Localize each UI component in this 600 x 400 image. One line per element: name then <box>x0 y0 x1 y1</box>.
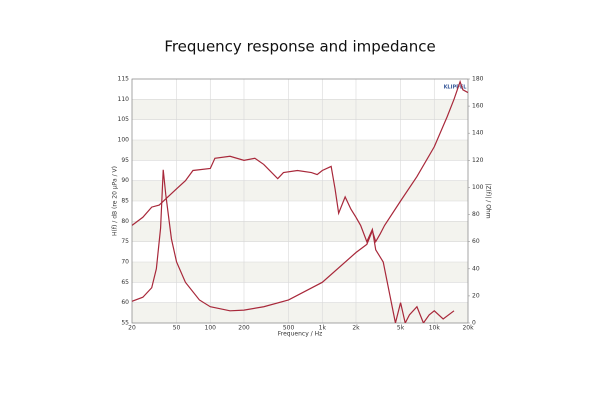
y2-tick-label: 80 <box>472 211 480 218</box>
x-tick-label: 5k <box>397 325 405 332</box>
y-tick-label: 110 <box>118 96 130 103</box>
x-tick-label: 200 <box>238 325 250 332</box>
x-tick-label: 1k <box>319 325 327 332</box>
band <box>132 221 468 242</box>
plot-border <box>131 78 469 324</box>
y-tick-label: 55 <box>121 320 129 327</box>
y2-axis-label: |Z(f)| / Ohm <box>485 183 492 218</box>
y-tick-label: 85 <box>121 198 129 205</box>
y2-tick-label: 180 <box>472 76 484 83</box>
band <box>132 99 468 120</box>
x-tick-label: 500 <box>283 325 295 332</box>
y2-tick-label: 140 <box>472 130 484 137</box>
y-tick-label: 70 <box>121 259 129 266</box>
band <box>132 180 468 201</box>
y2-tick-label: 160 <box>472 103 484 110</box>
y-tick-label: 95 <box>121 157 129 164</box>
series-line <box>132 155 455 323</box>
y-tick-label: 80 <box>121 218 129 225</box>
y-tick-label: 65 <box>121 279 129 286</box>
y-tick-label: 60 <box>121 299 129 306</box>
chart-title: Frequency response and impedance <box>164 38 435 56</box>
y-tick-label: 115 <box>118 76 130 83</box>
y2-tick-label: 40 <box>472 265 480 272</box>
x-tick-label: 20k <box>462 325 474 332</box>
y-tick-label: 100 <box>118 137 130 144</box>
x-tick-label: 2k <box>352 325 360 332</box>
y-tick-label: 75 <box>121 238 129 245</box>
y2-tick-label: 60 <box>472 238 480 245</box>
x-axis-label: Frequency / Hz <box>278 331 323 338</box>
band <box>132 140 468 161</box>
logo: KLIPPEL <box>444 85 468 91</box>
y-tick-label: 90 <box>121 177 129 184</box>
y-tick-label: 105 <box>118 116 130 123</box>
band <box>132 302 468 323</box>
y2-tick-label: 120 <box>472 157 484 164</box>
y2-tick-label: 0 <box>472 320 476 327</box>
series-line <box>132 79 468 312</box>
x-tick-label: 20 <box>128 325 136 332</box>
band <box>132 262 468 283</box>
x-tick-label: 50 <box>173 325 181 332</box>
y2-tick-label: 100 <box>472 184 484 191</box>
x-tick-label: 100 <box>205 325 217 332</box>
x-tick-label: 10k <box>429 325 441 332</box>
y2-tick-label: 20 <box>472 292 480 299</box>
y-axis-label: H(f) / dB (re 20 µPa / V) <box>112 166 119 236</box>
